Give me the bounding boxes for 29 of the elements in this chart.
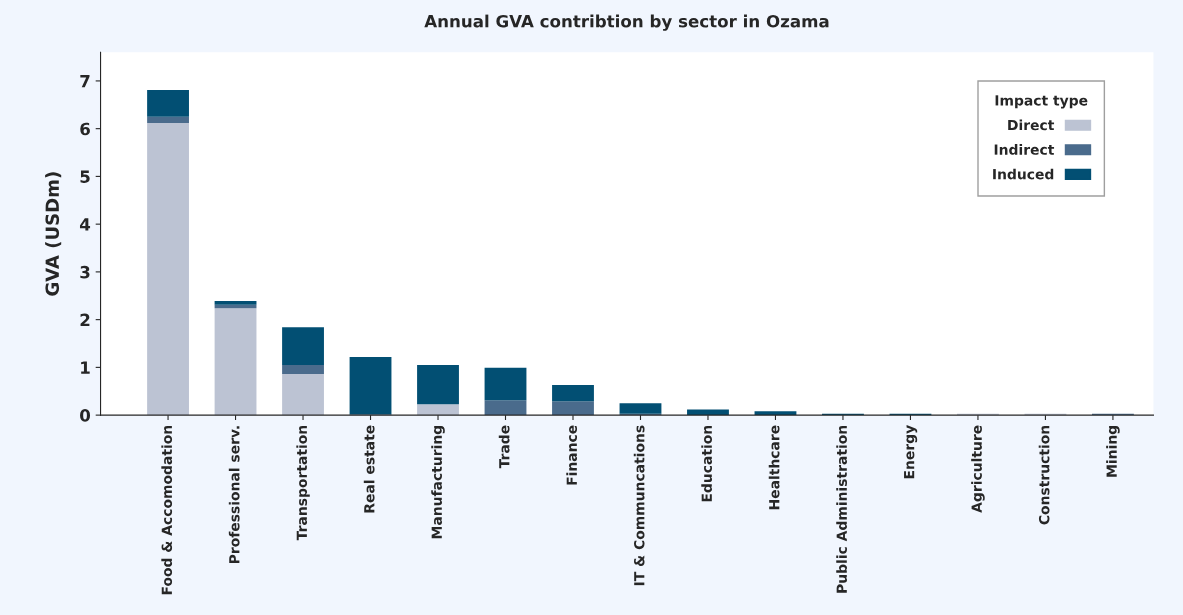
legend-label: Indirect — [994, 144, 1055, 155]
y-tick-label: 7 — [80, 75, 90, 88]
legend-title: Impact type — [995, 95, 1088, 109]
chart-title: Annual GVA contribtion by sector in Ozama — [424, 14, 829, 31]
x-tick-label: Food & Accomodation — [161, 425, 173, 595]
x-tick-label: Construction — [1038, 425, 1050, 525]
x-tick-label: Education — [701, 425, 713, 502]
x-tick-label: Finance — [566, 425, 578, 485]
x-tick-label: Healthcare — [768, 425, 780, 510]
legend-label: Induced — [993, 168, 1054, 180]
y-tick-label: 2 — [80, 313, 90, 326]
y-axis-title: GVA (USDm) — [45, 172, 62, 296]
x-tick-label: IT & Communcations — [633, 425, 645, 586]
y-tick-label: 5 — [80, 170, 90, 183]
x-tick-label: Mining — [1106, 426, 1120, 477]
x-tick-label: Manufacturing — [431, 426, 445, 539]
y-tick-label: 6 — [80, 122, 90, 136]
x-tick-label: Transportation — [296, 425, 310, 541]
x-tick-label: Agriculture — [971, 425, 985, 513]
y-tick-label: 0 — [80, 409, 91, 422]
y-tick-label: 4 — [79, 218, 91, 231]
y-tick-label: 3 — [80, 265, 90, 279]
legend-label: Direct — [1008, 119, 1055, 131]
x-tick-label: Energy — [904, 425, 918, 479]
y-tick-label: 1 — [81, 361, 90, 374]
x-tick-label: Professional serv. — [228, 426, 240, 564]
x-tick-label: Real estate — [363, 425, 375, 513]
x-tick-label: Public Administration — [836, 425, 847, 593]
x-tick-label: Trade — [498, 425, 510, 469]
